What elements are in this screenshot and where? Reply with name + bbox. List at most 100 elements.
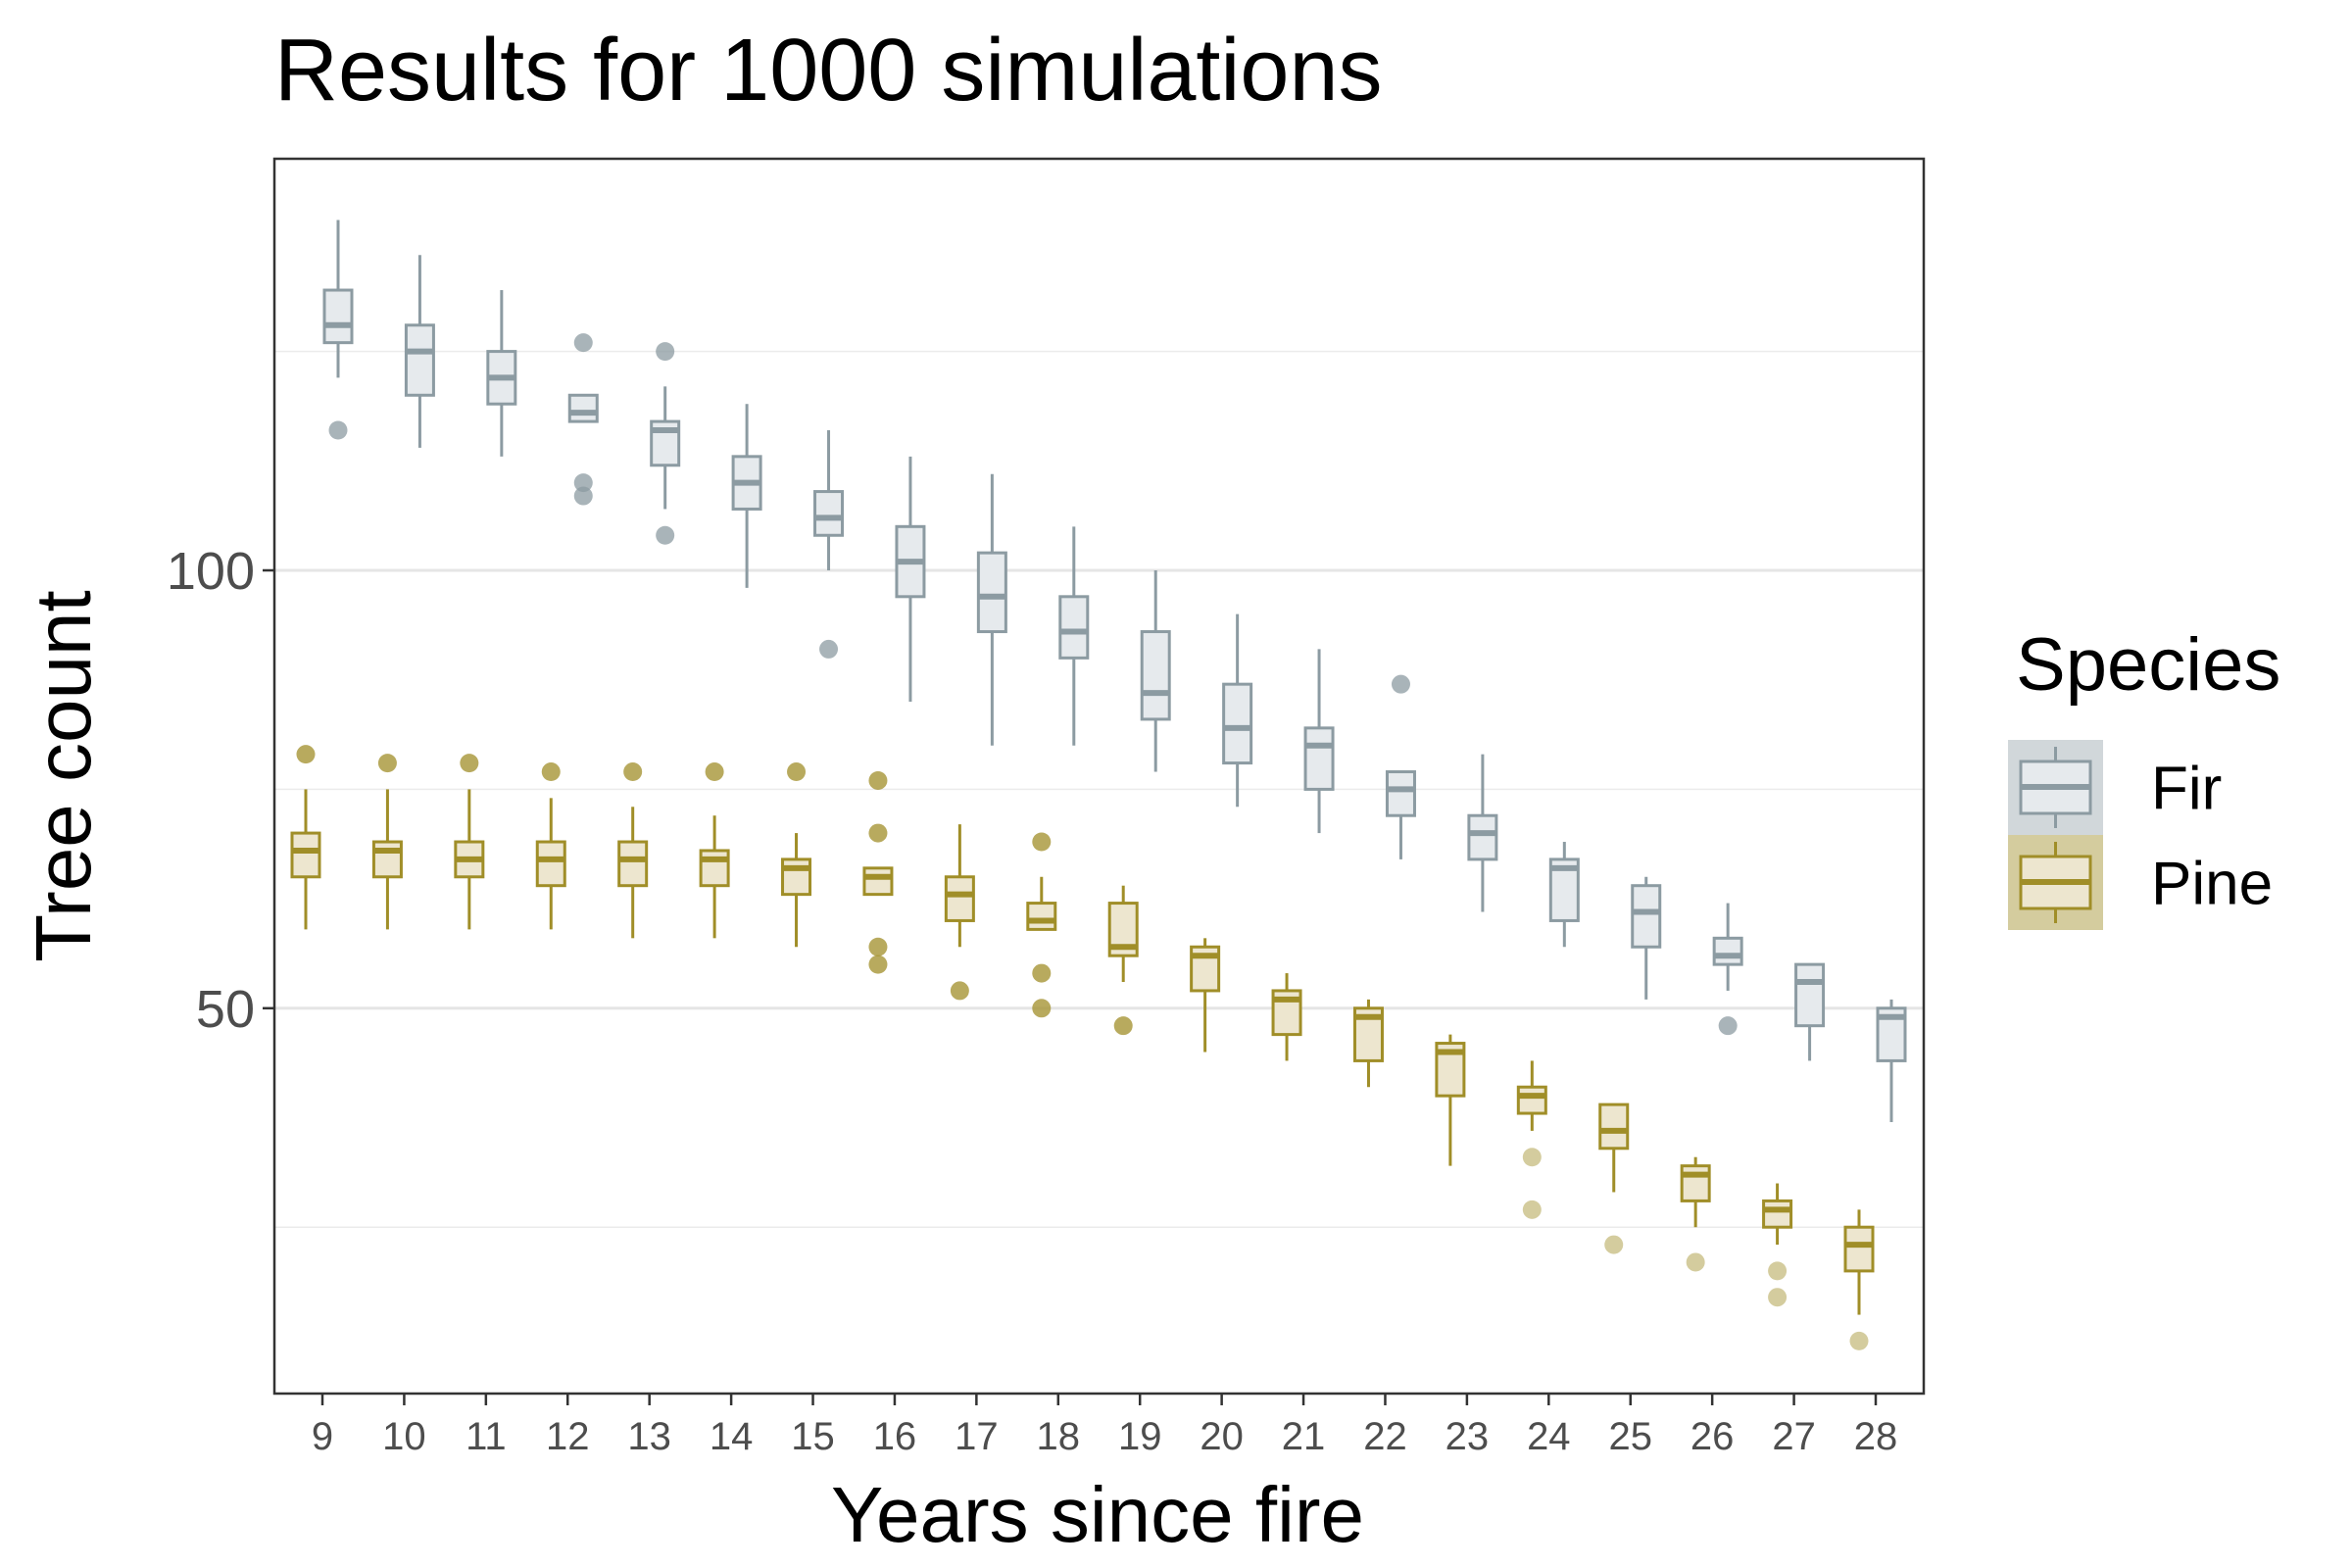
box-iqr bbox=[1303, 726, 1335, 791]
outlier-point bbox=[573, 486, 593, 506]
box-pine-14 bbox=[699, 762, 730, 939]
box-fir-19 bbox=[1140, 570, 1171, 772]
legend-label-pine: Pine bbox=[2151, 851, 2273, 918]
outlier-point bbox=[1032, 832, 1052, 852]
box-iqr bbox=[1026, 902, 1057, 931]
outlier-point bbox=[377, 754, 397, 773]
gridlines bbox=[274, 350, 1924, 1228]
box-iqr bbox=[1680, 1164, 1711, 1202]
box-iqr bbox=[1598, 1102, 1630, 1151]
box-fir-20 bbox=[1222, 613, 1253, 808]
outlier-point bbox=[656, 342, 675, 362]
outlier-point bbox=[1718, 1016, 1738, 1036]
box-fir-12 bbox=[567, 333, 599, 506]
x-tick-label: 9 bbox=[312, 1415, 333, 1458]
x-tick-label: 19 bbox=[1118, 1415, 1162, 1458]
box-iqr bbox=[1467, 813, 1498, 861]
box-pine-16 bbox=[862, 770, 894, 974]
x-tick-label: 25 bbox=[1608, 1415, 1652, 1458]
box-pine-21 bbox=[1271, 973, 1302, 1061]
box-pine-15 bbox=[781, 762, 812, 948]
outlier-point bbox=[705, 762, 724, 782]
box-iqr bbox=[404, 323, 435, 397]
box-iqr bbox=[567, 393, 599, 423]
box-iqr bbox=[322, 288, 354, 345]
box-pine-9 bbox=[290, 745, 321, 930]
box-pine-18 bbox=[1026, 832, 1057, 1018]
x-tick-label: 16 bbox=[873, 1415, 917, 1458]
box-iqr bbox=[1794, 962, 1826, 1028]
box-fir-16 bbox=[895, 456, 926, 703]
box-pine-26 bbox=[1680, 1156, 1711, 1272]
outlier-point bbox=[573, 473, 593, 493]
outlier-point bbox=[1032, 999, 1052, 1018]
plot-panel bbox=[274, 159, 1924, 1394]
box-iqr bbox=[535, 840, 566, 888]
x-tick-label: 20 bbox=[1200, 1415, 1244, 1458]
box-fir-24 bbox=[1548, 842, 1580, 948]
outlier-point bbox=[1113, 1016, 1133, 1036]
y-tick-label: 50 bbox=[196, 980, 255, 1039]
outlier-point bbox=[296, 745, 316, 764]
box-fir-23 bbox=[1467, 754, 1498, 912]
outlier-point bbox=[1849, 1331, 1869, 1350]
box-iqr bbox=[976, 551, 1007, 634]
x-tick-label: 13 bbox=[627, 1415, 671, 1458]
box-iqr bbox=[1385, 770, 1416, 817]
box-fir-13 bbox=[650, 342, 681, 545]
plot-marks bbox=[290, 220, 1907, 1350]
box-pine-17 bbox=[944, 824, 975, 1001]
box-fir-26 bbox=[1712, 903, 1743, 1036]
box-fir-27 bbox=[1794, 962, 1826, 1061]
box-iqr bbox=[290, 831, 321, 879]
box-iqr bbox=[1631, 884, 1662, 949]
box-pine-13 bbox=[617, 762, 649, 939]
box-pine-10 bbox=[371, 754, 403, 930]
outlier-point bbox=[868, 770, 888, 790]
box-pine-20 bbox=[1190, 938, 1221, 1053]
box-fir-9 bbox=[322, 220, 354, 440]
outlier-point bbox=[460, 754, 479, 773]
box-fir-21 bbox=[1303, 649, 1335, 834]
box-iqr bbox=[1843, 1225, 1875, 1273]
box-pine-28 bbox=[1843, 1209, 1875, 1350]
box-pine-23 bbox=[1435, 1034, 1466, 1166]
legend-key-fir: Fir bbox=[2008, 740, 2222, 835]
x-tick-label: 27 bbox=[1772, 1415, 1816, 1458]
box-fir-18 bbox=[1058, 526, 1090, 746]
outlier-point bbox=[1604, 1235, 1624, 1254]
outlier-point bbox=[541, 762, 561, 782]
outlier-point bbox=[656, 525, 675, 545]
box-fir-14 bbox=[731, 404, 762, 588]
outlier-point bbox=[1768, 1288, 1788, 1307]
box-pine-22 bbox=[1352, 999, 1384, 1088]
x-tick-label: 24 bbox=[1527, 1415, 1571, 1458]
box-iqr bbox=[1516, 1085, 1547, 1115]
box-iqr bbox=[781, 858, 812, 897]
x-axis-title: Years since fire bbox=[831, 1471, 1364, 1558]
legend-label-fir: Fir bbox=[2151, 756, 2222, 823]
box-iqr bbox=[813, 490, 845, 537]
outlier-point bbox=[819, 639, 839, 659]
outlier-point bbox=[328, 420, 348, 440]
box-fir-25 bbox=[1631, 876, 1662, 1000]
legend-key-pine: Pine bbox=[2008, 835, 2273, 930]
outlier-point bbox=[1032, 963, 1052, 983]
outlier-point bbox=[623, 762, 643, 782]
outlier-point bbox=[787, 762, 807, 782]
box-pine-19 bbox=[1107, 885, 1139, 1036]
box-fir-11 bbox=[486, 290, 517, 457]
outlier-point bbox=[868, 823, 888, 843]
x-tick-label: 11 bbox=[466, 1415, 507, 1458]
box-iqr bbox=[1712, 936, 1743, 966]
legend: Fir Pine bbox=[2008, 740, 2273, 930]
x-tick-label: 26 bbox=[1690, 1415, 1735, 1458]
box-pine-27 bbox=[1762, 1183, 1793, 1307]
legend-title: Species bbox=[2016, 623, 2280, 707]
y-axis: 50 100 bbox=[167, 542, 274, 1039]
plot-border bbox=[272, 157, 1926, 1396]
x-tick-label: 10 bbox=[382, 1415, 426, 1458]
series-fir bbox=[322, 220, 1907, 1122]
x-tick-label: 15 bbox=[791, 1415, 835, 1458]
